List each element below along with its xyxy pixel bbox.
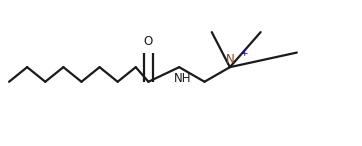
Text: NH: NH: [174, 72, 191, 85]
Text: +: +: [240, 49, 247, 58]
Text: N: N: [226, 53, 234, 66]
Text: O: O: [144, 35, 153, 48]
